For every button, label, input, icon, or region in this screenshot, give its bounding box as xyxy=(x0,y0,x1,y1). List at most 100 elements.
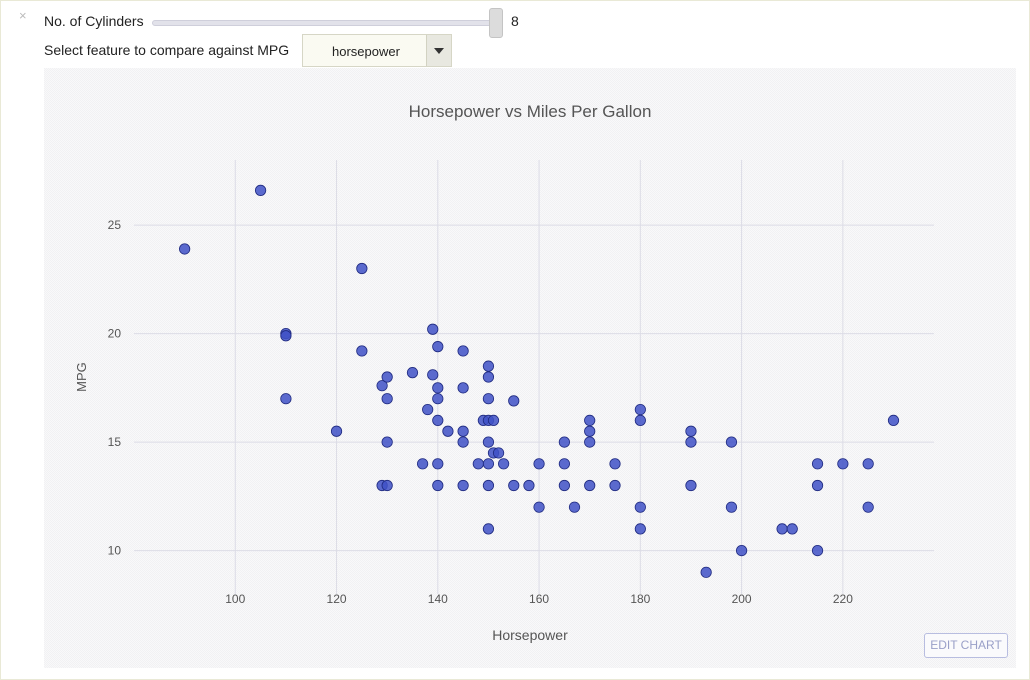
data-point xyxy=(811,544,824,557)
x-tick-label: 160 xyxy=(529,592,549,606)
data-point xyxy=(725,501,738,513)
y-tick-label: 25 xyxy=(108,218,122,232)
data-point xyxy=(584,414,596,426)
data-point xyxy=(725,436,738,448)
data-points xyxy=(179,184,900,578)
data-point xyxy=(508,395,520,407)
plot-background xyxy=(44,68,1016,668)
data-point xyxy=(634,414,646,426)
feature-select-label: Select feature to compare against MPG xyxy=(44,42,290,58)
data-point xyxy=(533,501,545,513)
data-point xyxy=(482,479,495,492)
y-tick-label: 15 xyxy=(108,435,122,449)
data-point xyxy=(685,479,697,492)
data-point xyxy=(837,458,849,470)
y-tick-label: 10 xyxy=(108,544,122,558)
data-point xyxy=(482,360,495,372)
cylinders-slider-value: 8 xyxy=(511,13,519,29)
y-axis-label: MPG xyxy=(74,362,89,392)
data-point xyxy=(487,414,500,426)
chart-title: Horsepower vs Miles Per Gallon xyxy=(409,102,652,121)
data-point xyxy=(786,523,798,535)
data-point xyxy=(634,403,646,416)
cylinders-slider-handle[interactable] xyxy=(489,8,503,38)
data-point xyxy=(482,371,495,383)
data-point xyxy=(427,323,439,335)
data-point xyxy=(376,380,388,392)
data-point xyxy=(442,425,454,437)
x-tick-label: 180 xyxy=(630,592,650,606)
data-point xyxy=(280,330,292,342)
data-point xyxy=(811,479,824,492)
data-point xyxy=(482,523,495,535)
data-point xyxy=(179,243,191,255)
data-point xyxy=(432,341,444,353)
data-point xyxy=(406,367,419,379)
x-tick-label: 220 xyxy=(833,592,853,606)
data-point xyxy=(776,523,788,535)
data-point xyxy=(330,425,343,437)
edit-chart-button[interactable]: EDIT CHART xyxy=(924,633,1008,658)
data-point xyxy=(533,458,545,470)
tick-labels: 100 120 140 160 180 200 220 10 15 20 25 xyxy=(108,218,854,606)
data-point xyxy=(356,345,368,357)
data-point xyxy=(381,436,393,448)
data-point xyxy=(492,447,505,459)
data-point xyxy=(862,501,874,513)
data-point xyxy=(432,479,444,492)
data-point xyxy=(523,479,535,492)
feature-dropdown[interactable]: horsepower xyxy=(302,34,452,67)
data-point xyxy=(280,393,292,405)
data-point xyxy=(508,479,520,492)
data-point xyxy=(568,501,581,513)
data-point xyxy=(482,436,495,448)
data-point xyxy=(432,458,444,470)
data-point xyxy=(432,382,444,394)
x-tick-label: 140 xyxy=(428,592,448,606)
data-point xyxy=(422,403,434,416)
data-point xyxy=(558,436,570,448)
data-point xyxy=(584,425,596,437)
data-point xyxy=(381,371,393,383)
grid-lines xyxy=(134,160,934,594)
data-point xyxy=(584,436,596,448)
data-point xyxy=(735,544,748,557)
data-point xyxy=(381,479,393,492)
data-point xyxy=(457,345,469,357)
data-point xyxy=(457,479,469,492)
data-point xyxy=(558,458,570,470)
data-point xyxy=(427,369,439,381)
data-point xyxy=(457,436,469,448)
data-point xyxy=(356,262,368,275)
data-point xyxy=(457,382,469,394)
x-tick-label: 200 xyxy=(732,592,752,606)
data-point xyxy=(811,458,824,470)
data-point xyxy=(381,393,393,405)
data-point xyxy=(584,479,596,492)
feature-dropdown-value: horsepower xyxy=(332,44,400,59)
x-axis-label: Horsepower xyxy=(492,627,568,643)
data-point xyxy=(482,458,495,470)
data-point xyxy=(417,458,429,470)
data-point xyxy=(558,479,570,492)
data-point xyxy=(887,414,900,426)
x-tick-label: 100 xyxy=(225,592,245,606)
data-point xyxy=(700,566,712,578)
cylinders-slider-label: No. of Cylinders xyxy=(44,13,144,29)
x-tick-label: 120 xyxy=(327,592,347,606)
close-icon[interactable]: × xyxy=(19,8,27,23)
data-point xyxy=(862,458,874,470)
data-point xyxy=(482,393,495,405)
y-tick-label: 20 xyxy=(108,327,122,341)
data-point xyxy=(432,393,444,405)
chevron-down-icon[interactable] xyxy=(426,35,451,66)
data-point xyxy=(432,414,444,426)
data-point xyxy=(634,501,646,513)
data-point xyxy=(609,479,621,492)
data-point xyxy=(472,458,484,470)
data-point xyxy=(685,436,697,448)
data-point xyxy=(634,523,646,535)
data-point xyxy=(457,425,469,437)
data-point xyxy=(254,184,267,196)
